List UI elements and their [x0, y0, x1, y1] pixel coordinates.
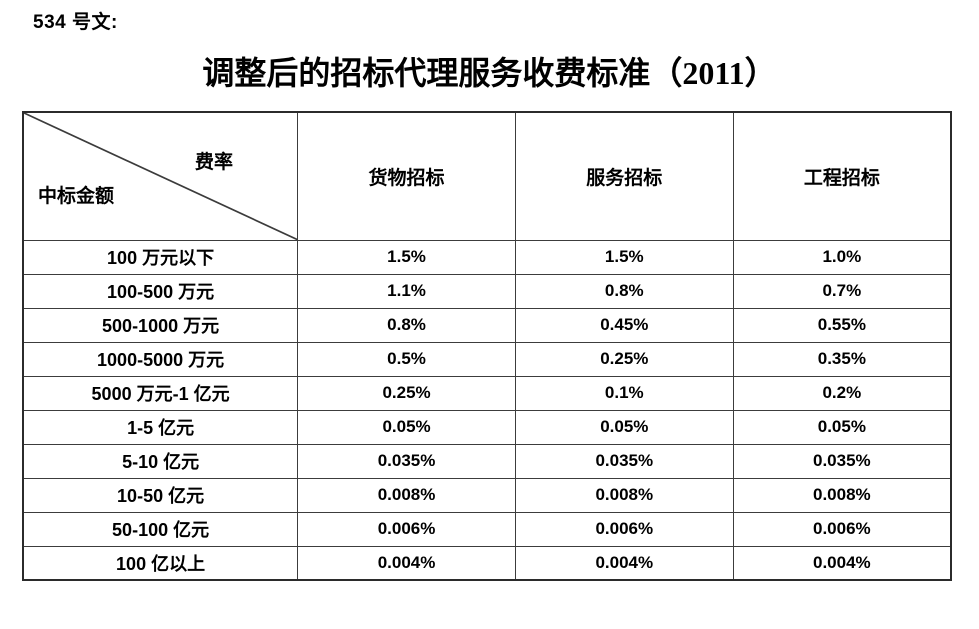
rate-cell: 0.035% — [297, 443, 516, 479]
row-label: 5-10 亿元 — [22, 443, 299, 479]
table-row: 500-1000 万元 0.8% 0.45% 0.55% — [22, 307, 952, 343]
rate-cell: 0.5% — [297, 341, 516, 377]
rate-cell: 0.05% — [297, 409, 516, 445]
rate-cell: 0.25% — [514, 341, 734, 377]
rate-cell: 0.008% — [732, 477, 952, 513]
row-label: 100 万元以下 — [22, 239, 299, 275]
table-row: 5-10 亿元 0.035% 0.035% 0.035% — [22, 443, 952, 479]
column-header-goods-bidding: 货物招标 — [297, 111, 516, 241]
rate-cell: 0.05% — [732, 409, 952, 445]
rate-cell: 0.35% — [732, 341, 952, 377]
rate-cell: 0.25% — [297, 375, 516, 411]
rate-cell: 0.006% — [514, 511, 734, 547]
rate-cell: 1.1% — [297, 273, 516, 309]
table-row: 5000 万元-1 亿元 0.25% 0.1% 0.2% — [22, 375, 952, 411]
table-row: 1000-5000 万元 0.5% 0.25% 0.35% — [22, 341, 952, 377]
rate-cell: 0.006% — [297, 511, 516, 547]
corner-label-bid-amount: 中标金额 — [38, 186, 115, 207]
rate-cell: 0.035% — [514, 443, 734, 479]
fee-rate-table: 费率 中标金额 货物招标 服务招标 工程招标 100 万元以下 1.5% 1.5… — [22, 111, 952, 581]
table-row: 1-5 亿元 0.05% 0.05% 0.05% — [22, 409, 952, 445]
table-row: 50-100 亿元 0.006% 0.006% 0.006% — [22, 511, 952, 547]
rate-cell: 0.004% — [297, 545, 516, 581]
rate-cell: 0.004% — [732, 545, 952, 581]
corner-label-rate: 费率 — [195, 152, 234, 173]
row-label: 5000 万元-1 亿元 — [22, 375, 299, 411]
rate-cell: 0.8% — [297, 307, 516, 343]
doc-number-label: 534 号文: — [33, 12, 118, 33]
header-row: 费率 中标金额 货物招标 服务招标 工程招标 — [22, 111, 952, 241]
rate-cell: 0.45% — [514, 307, 734, 343]
table-corner-cell: 费率 中标金额 — [22, 111, 299, 241]
rate-cell: 0.008% — [297, 477, 516, 513]
row-label: 100 亿以上 — [22, 545, 299, 581]
rate-cell: 0.008% — [514, 477, 734, 513]
rate-cell: 0.006% — [732, 511, 952, 547]
table-row: 10-50 亿元 0.008% 0.008% 0.008% — [22, 477, 952, 513]
rate-cell: 0.7% — [732, 273, 952, 309]
row-label: 100-500 万元 — [22, 273, 299, 309]
rate-cell: 0.55% — [732, 307, 952, 343]
rate-cell: 1.5% — [297, 239, 516, 275]
table-row: 100 亿以上 0.004% 0.004% 0.004% — [22, 545, 952, 581]
row-label: 10-50 亿元 — [22, 477, 299, 513]
column-header-engineering-bidding: 工程招标 — [732, 111, 952, 241]
rate-cell: 0.1% — [514, 375, 734, 411]
rate-cell: 0.05% — [514, 409, 734, 445]
table-row: 100-500 万元 1.1% 0.8% 0.7% — [22, 273, 952, 309]
row-label: 1000-5000 万元 — [22, 341, 299, 377]
diagonal-divider-line — [24, 113, 297, 240]
page-title: 调整后的招标代理服务收费标准（2011） — [202, 55, 777, 91]
table-row: 100 万元以下 1.5% 1.5% 1.0% — [22, 239, 952, 275]
rate-cell: 0.004% — [514, 545, 734, 581]
rate-cell: 0.8% — [514, 273, 734, 309]
row-label: 50-100 亿元 — [22, 511, 299, 547]
row-label: 1-5 亿元 — [22, 409, 299, 445]
rate-cell: 0.035% — [732, 443, 952, 479]
column-header-service-bidding: 服务招标 — [514, 111, 734, 241]
rate-cell: 1.0% — [732, 239, 952, 275]
rate-cell: 0.2% — [732, 375, 952, 411]
rate-cell: 1.5% — [514, 239, 734, 275]
row-label: 500-1000 万元 — [22, 307, 299, 343]
